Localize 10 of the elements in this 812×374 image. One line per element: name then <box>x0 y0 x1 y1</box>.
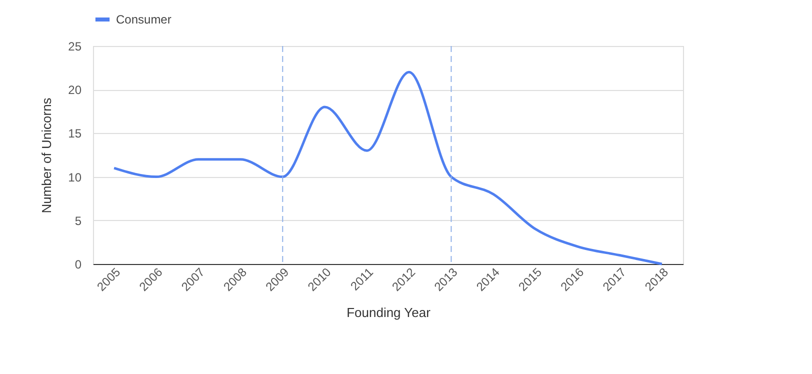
y-tick-label: 10 <box>68 170 82 184</box>
y-tick-label: 15 <box>68 126 82 141</box>
line-series <box>112 70 664 266</box>
y-axis-title: Number of Unicorns <box>39 97 54 214</box>
legend-label: Consumer <box>116 12 172 26</box>
y-tick-label: 20 <box>68 83 82 98</box>
x-axis-title: Founding Year <box>346 305 432 320</box>
y-tick-label: 5 <box>74 214 82 228</box>
y-tick-label: 0 <box>74 258 82 272</box>
y-tick-label: 25 <box>68 40 82 54</box>
